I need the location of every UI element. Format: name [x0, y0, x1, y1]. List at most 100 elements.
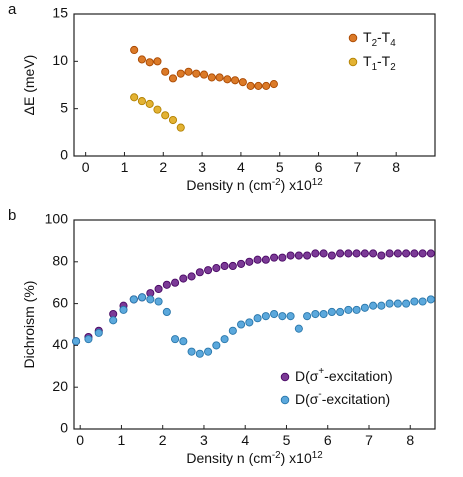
data-point — [303, 312, 312, 321]
data-point — [145, 99, 154, 108]
data-point — [360, 249, 369, 258]
y-tick-label: 10 — [52, 52, 68, 68]
data-point — [168, 74, 178, 83]
data-point — [176, 123, 185, 132]
y-tick-label: 15 — [52, 5, 68, 21]
series-1 — [72, 293, 435, 358]
series-0 — [130, 45, 278, 90]
plot-frame — [73, 13, 436, 157]
data-point — [319, 249, 328, 258]
data-point — [369, 249, 378, 258]
data-point — [207, 73, 216, 82]
data-point — [377, 251, 386, 260]
data-point — [220, 335, 229, 344]
y-tick-label: 20 — [52, 378, 68, 394]
data-point — [269, 80, 278, 89]
data-point — [187, 347, 196, 356]
y-axis-label: ΔE (meV) — [21, 55, 37, 116]
data-point — [294, 324, 303, 333]
data-point — [426, 249, 435, 258]
data-point — [72, 337, 81, 346]
panel-label: a — [8, 1, 17, 18]
data-point — [168, 115, 178, 125]
data-point — [352, 249, 361, 258]
data-point — [228, 326, 237, 335]
legend-label: T1-T2 — [363, 53, 396, 73]
data-point — [84, 335, 93, 344]
data-point — [311, 249, 320, 258]
x-axis-label: Density n (cm-2) x1012 — [186, 177, 322, 194]
data-point — [336, 249, 345, 258]
y-tick-label: 0 — [60, 420, 68, 436]
data-point — [294, 251, 303, 260]
data-point — [137, 55, 146, 64]
data-point — [410, 297, 419, 306]
data-point — [212, 264, 221, 273]
data-point — [119, 305, 128, 314]
data-point — [145, 58, 154, 67]
data-point — [377, 301, 386, 310]
series-1 — [130, 93, 185, 132]
data-point — [161, 67, 170, 76]
data-point — [245, 257, 254, 266]
data-point — [109, 316, 118, 325]
x-tick-label: 8 — [406, 432, 414, 448]
data-point — [336, 307, 345, 317]
data-point — [192, 69, 201, 78]
data-point — [360, 303, 369, 312]
x-tick-label: 1 — [121, 159, 129, 175]
y-tick-label: 40 — [52, 336, 68, 352]
panel-a: a 0 1 2 3 4 5 6 7 8 0 5 10 15 Density n (cm-2) x1012 ΔE… — [8, 1, 436, 194]
data-point — [410, 249, 419, 258]
y-tick-label: 0 — [60, 147, 68, 163]
data-point — [385, 299, 394, 308]
data-point — [153, 57, 162, 66]
x-tick-label: 7 — [365, 432, 373, 448]
data-point — [204, 266, 213, 275]
data-point — [137, 97, 146, 106]
data-point — [278, 312, 287, 321]
y-tick-label: 60 — [52, 294, 68, 310]
data-point — [223, 75, 232, 84]
data-point — [303, 251, 312, 260]
data-point — [327, 251, 336, 260]
data-point — [270, 253, 279, 262]
data-point — [153, 105, 162, 114]
data-point — [402, 249, 411, 258]
data-point — [162, 280, 171, 289]
y-axis-label: Dichroism (%) — [21, 281, 37, 369]
data-point — [270, 309, 279, 319]
data-point — [238, 78, 247, 87]
legend-label: T2-T4 — [363, 29, 396, 49]
x-tick-label: 3 — [198, 159, 206, 175]
data-point — [138, 293, 147, 302]
data-point — [344, 305, 353, 314]
x-tick-label: 7 — [353, 159, 361, 175]
data-point — [393, 249, 402, 258]
legend-marker — [280, 395, 290, 405]
data-point — [228, 261, 237, 271]
data-point — [130, 93, 139, 102]
x-tick-label: 1 — [118, 432, 126, 448]
data-point — [195, 268, 204, 277]
data-point — [94, 328, 103, 337]
data-point — [246, 81, 255, 90]
data-point — [204, 347, 213, 356]
data-point — [130, 45, 139, 55]
data-point — [352, 305, 361, 314]
data-point — [311, 309, 320, 319]
data-point — [327, 307, 336, 317]
data-point — [245, 318, 254, 327]
data-point — [418, 297, 427, 306]
data-point — [161, 111, 170, 120]
series-0 — [72, 249, 435, 346]
data-point — [220, 261, 229, 271]
y-tick-label: 80 — [52, 253, 68, 269]
x-tick-label: 5 — [276, 159, 284, 175]
data-point — [154, 284, 163, 294]
x-tick-label: 4 — [241, 432, 249, 448]
legend-label: D(σ--excitation) — [295, 389, 390, 407]
x-tick-label: 8 — [392, 159, 400, 175]
